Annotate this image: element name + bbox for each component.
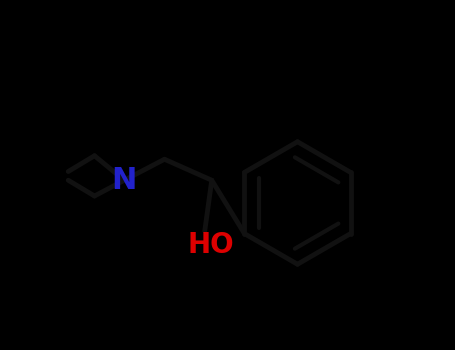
Text: HO: HO [187, 231, 234, 259]
Text: N: N [111, 166, 137, 195]
